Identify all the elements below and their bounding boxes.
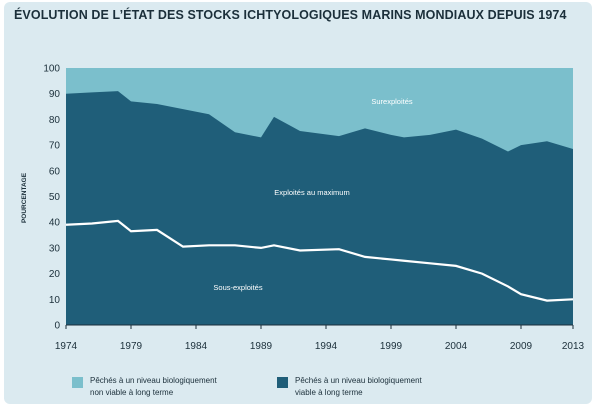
y-tick-label: 0 [54, 321, 60, 332]
region-label-underexploited: Sous-exploités [213, 283, 262, 292]
plot-areas [65, 68, 574, 325]
legend-swatch-sustainable [277, 377, 288, 388]
x-axis: 1974 1979 1984 1989 1994 1999 2004 2009 2013 [55, 324, 585, 352]
underexploited-boundary-line [65, 219, 574, 302]
y-tick-label: 70 [49, 141, 61, 152]
x-tick-label: 2013 [562, 341, 585, 352]
y-axis-label: POURCENTAGE [21, 172, 28, 223]
y-tick-label: 40 [49, 218, 61, 229]
legend-label-sustainable-line2: viable à long terme [295, 388, 363, 397]
legend-swatch-unsustainable [72, 377, 83, 388]
chart-title: ÉVOLUTION DE L’ÉTAT DES STOCKS ICHTYOLOG… [14, 8, 567, 22]
y-tick-label: 60 [49, 166, 61, 177]
legend-label-sustainable-line1: Pêchés à un niveau biologiquement [295, 376, 423, 385]
x-tick-label: 1979 [120, 341, 143, 352]
area-sustainable [66, 91, 573, 325]
x-tick-label: 1999 [380, 341, 403, 352]
x-tick-label: 2009 [510, 341, 533, 352]
legend: Pêchés à un niveau biologiquement non vi… [72, 376, 423, 397]
y-tick-label: 90 [49, 89, 61, 100]
y-tick-label: 100 [43, 64, 60, 75]
x-tick-label: 1974 [55, 341, 78, 352]
y-tick-label: 80 [49, 115, 61, 126]
x-tick-label: 1984 [185, 341, 208, 352]
region-label-fully-exploited: Exploités au maximum [274, 188, 349, 197]
x-tick-label: 1994 [315, 341, 338, 352]
legend-label-unsustainable-line1: Pêchés à un niveau biologiquement [90, 376, 218, 385]
legend-label-unsustainable-line2: non viable à long terme [90, 388, 174, 397]
y-tick-label: 10 [49, 295, 61, 306]
x-tick-label: 2004 [445, 341, 468, 352]
y-tick-label: 50 [49, 192, 61, 203]
region-label-overexploited: Surexploités [371, 97, 413, 106]
y-tick-label: 30 [49, 243, 61, 254]
y-tick-label: 20 [49, 269, 61, 280]
x-tick-label: 1989 [250, 341, 273, 352]
y-axis: 0 10 20 30 40 50 60 70 80 90 100 [43, 64, 60, 332]
